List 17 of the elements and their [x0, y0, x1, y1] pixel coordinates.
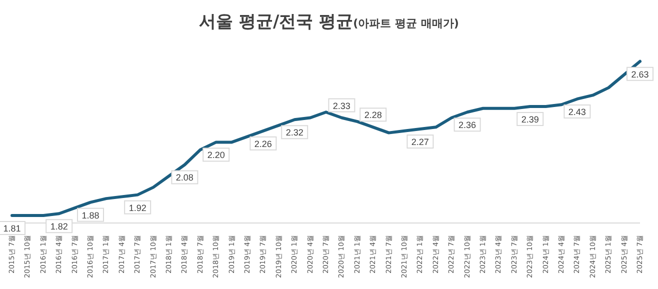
data-label: 1.92: [128, 202, 146, 213]
data-label: 2.39: [521, 114, 539, 124]
data-label: 2.20: [207, 150, 225, 160]
data-label: 2.33: [332, 100, 350, 111]
chart-subtitle: (아파트 평균 매매가): [353, 17, 459, 30]
data-label: 2.63: [631, 69, 649, 80]
data-label: 1.82: [50, 222, 68, 232]
data-label: 1.81: [3, 223, 21, 234]
chart-title: 서울 평균/전국 평균: [199, 12, 354, 32]
data-label: 2.08: [176, 172, 194, 183]
data-label: 2.26: [254, 138, 272, 149]
data-label: 2.28: [364, 110, 382, 120]
data-label: 2.27: [411, 137, 429, 148]
data-label: 1.88: [82, 210, 100, 220]
data-label: 2.32: [286, 128, 304, 138]
data-label: 2.43: [568, 106, 586, 117]
data-label: 2.36: [458, 120, 476, 130]
